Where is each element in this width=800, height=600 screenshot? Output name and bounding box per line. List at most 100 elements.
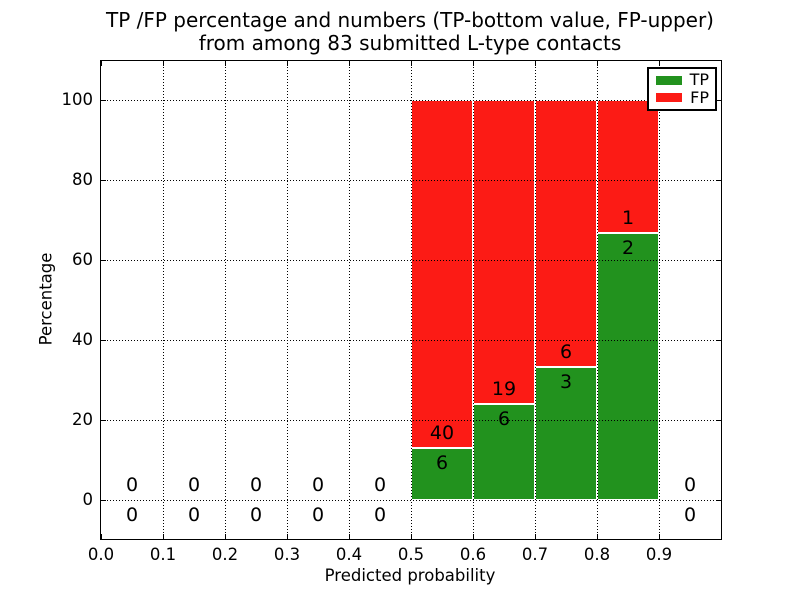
tp-count-label: 6 [497,408,511,430]
bar-segment-fp [535,100,597,367]
fp-count-label: 0 [125,474,139,496]
tp-count-label: 0 [373,504,387,526]
fp-count-label: 0 [373,474,387,496]
legend: TP FP [647,67,717,111]
fp-count-label: 0 [311,474,325,496]
x-tick-mark [162,534,164,539]
y-tick-mark [101,179,106,181]
x-axis-label: Predicted probability [324,566,496,585]
x-tick-label: 0.7 [521,545,549,564]
gridline-horizontal [101,419,721,421]
fp-count-label: 1 [621,207,635,230]
gridline-horizontal [101,259,721,261]
gridline-vertical [286,61,288,539]
x-tick-mark [720,534,722,539]
gridline-vertical [658,61,660,539]
x-tick-mark [348,534,350,539]
x-tick-label: 0.4 [335,545,363,564]
y-tick-mark [716,339,721,341]
fp-count-label: 0 [683,474,697,496]
x-tick-mark [224,61,226,66]
gridline-vertical [534,61,536,539]
bar-segment-tp [597,233,659,500]
fp-swatch-icon [656,93,682,103]
x-tick-mark [596,534,598,539]
x-tick-mark [534,61,536,66]
y-tick-label: 0 [82,490,94,509]
bar-segment-tp [411,447,473,500]
y-tick-mark [101,99,106,101]
fp-count-label: 40 [429,421,455,444]
gridline-vertical [348,61,350,539]
y-tick-mark [101,339,106,341]
x-tick-mark [472,61,474,66]
gridline-horizontal [101,339,721,341]
chart-title: TP /FP percentage and numbers (TP-bottom… [100,9,720,55]
gridline-horizontal [101,499,721,501]
x-tick-mark [410,61,412,66]
x-tick-label: 0.3 [273,545,301,564]
legend-label-fp: FP [690,87,709,107]
fp-count-label: 19 [491,378,517,400]
x-tick-mark [658,534,660,539]
x-tick-mark [100,534,102,539]
tp-count-label: 3 [559,370,573,393]
y-tick-label: 100 [61,90,94,109]
gridline-vertical [472,61,474,539]
chart-title-line-1: TP /FP percentage and numbers (TP-bottom… [106,8,714,32]
tp-count-label: 0 [187,504,201,526]
gridline-vertical [224,61,226,539]
x-tick-label: 0.8 [583,545,611,564]
bar-segment-fp [473,100,535,404]
y-tick-mark [716,259,721,261]
y-tick-mark [716,419,721,421]
x-tick-mark [286,534,288,539]
x-tick-label: 0.0 [87,545,115,564]
x-tick-mark [472,534,474,539]
tp-count-label: 0 [249,504,263,526]
fp-count-label: 6 [559,340,573,363]
x-tick-mark [100,61,102,66]
x-tick-mark [224,534,226,539]
tp-swatch-icon [656,75,682,85]
x-tick-label: 0.5 [397,545,425,564]
x-tick-mark [162,61,164,66]
x-tick-mark [348,61,350,66]
gridline-vertical [162,61,164,539]
gridline-vertical [410,61,412,539]
bar-segment-fp [411,100,473,448]
y-tick-mark [101,419,106,421]
y-tick-mark [716,179,721,181]
fp-count-label: 0 [187,474,201,496]
tp-count-label: 2 [621,237,635,260]
chart-title-line-2: from among 83 submitted L-type contacts [198,31,622,55]
y-tick-mark [716,99,721,101]
x-tick-mark [596,61,598,66]
tp-count-label: 6 [435,451,449,474]
y-tick-label: 80 [72,170,93,189]
gridline-vertical [596,61,598,539]
bar-segment-tp [535,366,597,500]
y-tick-label: 40 [72,330,93,349]
tp-count-label: 0 [683,504,697,526]
y-tick-mark [716,499,721,501]
y-tick-label: 20 [72,410,93,429]
legend-label-tp: TP [689,70,709,90]
x-tick-mark [720,61,722,66]
y-tick-label: 60 [72,250,93,269]
x-tick-mark [534,534,536,539]
y-tick-mark [101,499,106,501]
y-tick-mark [101,259,106,261]
x-tick-label: 0.9 [645,545,673,564]
legend-entry-fp: FP [656,87,709,107]
plot-area: TP FP 0.0 0.1 0.2 0.3 0.4 0.5 0.6 0.7 0.8 0.9 0 20 4… [62,60,722,564]
gridline-horizontal [101,99,721,101]
x-tick-mark [286,61,288,66]
x-tick-label: 0.2 [211,545,239,564]
tp-count-label: 0 [125,504,139,526]
tp-count-label: 0 [311,504,325,526]
fp-count-label: 0 [249,474,263,496]
x-tick-mark [658,61,660,66]
x-tick-label: 0.6 [459,545,487,564]
